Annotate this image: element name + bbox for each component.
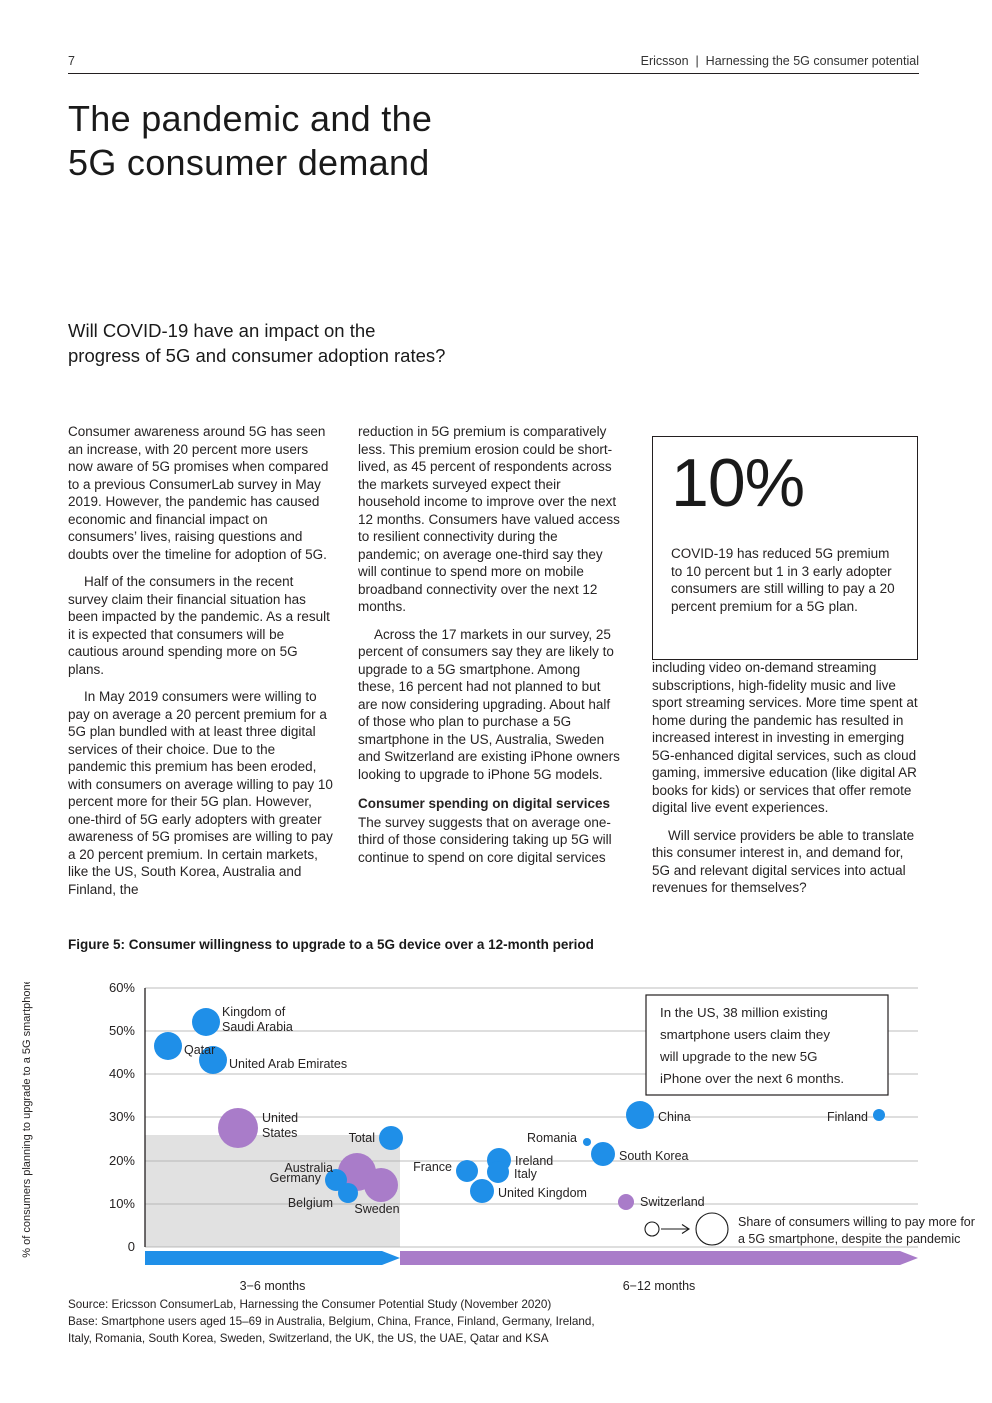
svg-text:Share of consumers willing to: Share of consumers willing to pay more f… [738,1215,975,1229]
svg-text:30%: 30% [109,1109,135,1124]
svg-text:Total: Total [349,1131,375,1145]
svg-text:Romania: Romania [527,1131,577,1145]
svg-text:United Arab Emirates: United Arab Emirates [229,1057,347,1071]
svg-text:China: China [658,1110,691,1124]
svg-text:Ireland: Ireland [515,1154,553,1168]
svg-text:3−6 months: 3−6 months [240,1279,306,1293]
svg-text:a 5G smartphone, despite the p: a 5G smartphone, despite the pandemic [738,1232,960,1246]
svg-text:Saudi Arabia: Saudi Arabia [222,1020,293,1034]
svg-text:will upgrade to the new 5G: will upgrade to the new 5G [659,1049,817,1064]
svg-text:Finland: Finland [827,1110,868,1124]
svg-text:United Kingdom: United Kingdom [498,1186,587,1200]
svg-text:0: 0 [128,1239,135,1254]
svg-text:Germany: Germany [270,1171,322,1185]
svg-text:Belgium: Belgium [288,1196,333,1210]
svg-text:iPhone over the next 6 months.: iPhone over the next 6 months. [660,1071,844,1086]
svg-text:Switzerland: Switzerland [640,1195,705,1209]
svg-text:Qatar: Qatar [184,1043,215,1057]
svg-text:% of consumers planning to upg: % of consumers planning to upgrade to a … [21,982,33,1258]
svg-text:Sweden: Sweden [354,1202,399,1216]
svg-text:smartphone users claim they: smartphone users claim they [660,1027,830,1042]
svg-text:60%: 60% [109,982,135,995]
svg-text:Italy: Italy [514,1167,538,1181]
svg-text:Kingdom of: Kingdom of [222,1005,286,1019]
svg-text:20%: 20% [109,1153,135,1168]
svg-text:South Korea: South Korea [619,1149,689,1163]
svg-text:France: France [413,1160,452,1174]
svg-text:40%: 40% [109,1066,135,1081]
svg-text:United: United [262,1111,298,1125]
svg-text:States: States [262,1126,297,1140]
svg-text:50%: 50% [109,1023,135,1038]
svg-text:In the US, 38 million existing: In the US, 38 million existing [660,1005,828,1020]
svg-text:6−12 months: 6−12 months [623,1279,696,1293]
svg-text:10%: 10% [109,1196,135,1211]
